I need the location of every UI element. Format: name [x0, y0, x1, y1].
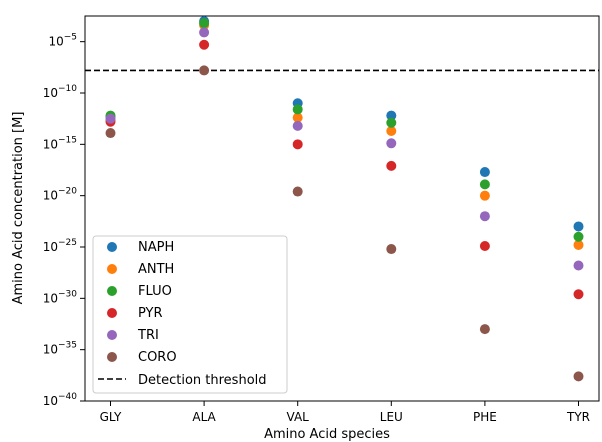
point-pyr-ala — [199, 39, 210, 50]
point-coro-leu — [386, 244, 397, 255]
point-anth-val — [292, 112, 303, 123]
point-fluo-tyr — [573, 231, 584, 242]
plot-area — [84, 15, 600, 402]
point-tri-val — [292, 120, 303, 131]
x-tick-label-tyr: TYR — [566, 410, 590, 424]
y-axis: 10−40 10−35 10−30 10−25 10−20 10−15 10−10 10−5 — [43, 33, 85, 408]
y-tick-label: 10−40 — [43, 392, 78, 408]
point-anth-leu — [386, 125, 397, 136]
y-tick-label: 10−20 — [43, 187, 78, 203]
point-fluo-ala — [199, 18, 210, 29]
y-tick-label: 10−35 — [43, 341, 77, 357]
point-pyr-leu — [386, 160, 397, 171]
legend-frame — [92, 235, 288, 394]
point-naph-phe — [479, 167, 490, 178]
point-anth-tyr — [573, 239, 584, 250]
point-fluo-phe — [479, 179, 490, 190]
x-tick-label-leu: LEU — [380, 410, 403, 424]
plot-frame — [84, 15, 600, 402]
point-fluo-val — [292, 104, 303, 115]
x-tick-label-gly: GLY — [100, 410, 122, 424]
point-fluo-leu — [386, 117, 397, 128]
y-tick-label: 10−10 — [43, 84, 78, 100]
y-tick-label: 10−25 — [43, 238, 77, 254]
legend-label-anth: ANTH — [138, 262, 174, 277]
point-coro-tyr — [573, 371, 584, 382]
x-axis: GLY ALA VAL LEU PHE TYR — [100, 401, 590, 424]
x-tick-label-ala: ALA — [192, 410, 216, 424]
point-coro-phe — [479, 324, 490, 335]
point-coro-gly — [105, 128, 116, 139]
y-axis-label: Amino Acid concentration [M] — [11, 112, 26, 305]
legend-label-tri: TRI — [137, 328, 159, 343]
y-tick-label: 10−15 — [43, 135, 77, 151]
point-tri-leu — [386, 138, 397, 149]
legend-label-coro: CORO — [138, 350, 177, 365]
point-coro-ala — [199, 65, 210, 76]
point-pyr-phe — [479, 240, 490, 251]
x-axis-label: Amino Acid species — [264, 427, 390, 442]
legend-marker-anth — [107, 264, 117, 274]
y-tick-label: 10−30 — [43, 289, 78, 305]
data-points — [105, 16, 584, 382]
point-tri-ala — [199, 27, 210, 38]
point-tri-gly — [105, 113, 116, 124]
point-anth-phe — [479, 190, 490, 201]
legend-marker-naph — [107, 242, 117, 252]
legend: NAPH ANTH FLUO PYR TRI CORO Detection th… — [92, 235, 288, 394]
legend-label-naph: NAPH — [138, 240, 174, 255]
point-coro-val — [292, 186, 303, 197]
legend-label-threshold: Detection threshold — [138, 373, 267, 388]
point-naph-leu — [386, 110, 397, 121]
legend-label-pyr: PYR — [138, 306, 163, 321]
legend-marker-fluo — [107, 286, 117, 296]
x-tick-label-val: VAL — [287, 410, 310, 424]
legend-label-fluo: FLUO — [138, 284, 172, 299]
point-pyr-tyr — [573, 289, 584, 300]
point-tri-tyr — [573, 260, 584, 271]
y-tick-label: 10−5 — [48, 33, 77, 49]
legend-marker-tri — [107, 330, 117, 340]
x-tick-label-phe: PHE — [473, 410, 497, 424]
legend-marker-pyr — [107, 308, 117, 318]
point-tri-phe — [479, 211, 490, 222]
point-naph-tyr — [573, 221, 584, 232]
legend-marker-coro — [107, 352, 117, 362]
point-pyr-val — [292, 139, 303, 150]
